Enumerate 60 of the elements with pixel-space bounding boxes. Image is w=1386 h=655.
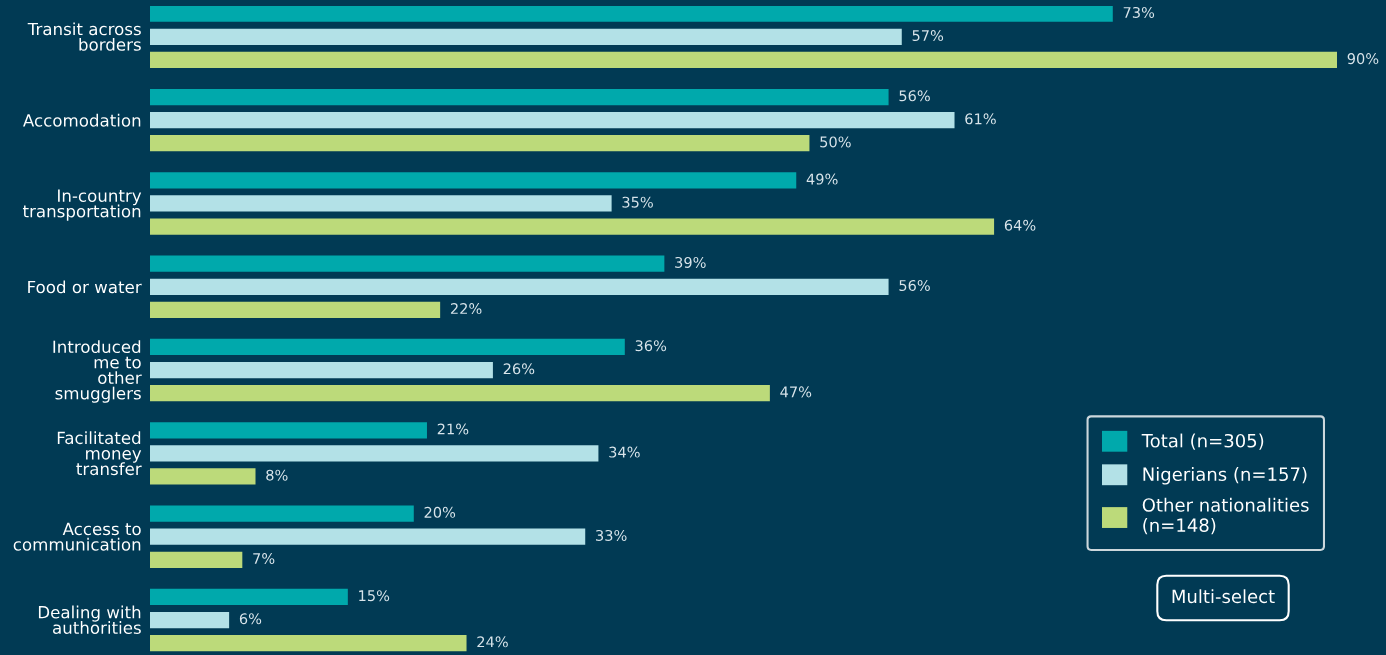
y-tick-label: Transit across borders: [27, 22, 141, 51]
bar: [150, 112, 955, 129]
bar: [150, 195, 612, 212]
bar: [150, 445, 599, 462]
bar: [150, 28, 902, 45]
data-label: 26%: [503, 363, 535, 375]
bar: [150, 361, 493, 379]
data-label: 50%: [820, 136, 851, 148]
y-tick-label: Access to communication: [13, 522, 141, 551]
bar: [150, 301, 441, 318]
data-label: 64%: [1004, 219, 1036, 231]
bar: [150, 385, 770, 402]
bar: [150, 468, 256, 485]
bar: [150, 218, 995, 235]
data-label: 73%: [1123, 6, 1155, 18]
bar: [150, 505, 414, 522]
data-label: 22%: [450, 303, 482, 315]
data-label: 7%: [253, 552, 275, 565]
data-label: 20%: [424, 506, 456, 518]
bar: [150, 551, 243, 568]
data-label: 8%: [266, 469, 288, 481]
data-label: 47%: [780, 386, 812, 398]
data-label: 24%: [477, 636, 508, 648]
legend-label: Nigerians (n=157): [1143, 467, 1307, 485]
data-label: 56%: [899, 279, 930, 291]
bar: [150, 422, 427, 439]
y-tick-label: Dealing with authorities: [38, 605, 141, 635]
bar: [150, 6, 1113, 22]
bar: [150, 634, 467, 652]
data-label: 15%: [359, 590, 390, 602]
annotation: Multi-select: [1172, 589, 1275, 604]
data-label: 21%: [437, 423, 469, 435]
data-label: 57%: [912, 30, 944, 42]
bar: [150, 611, 230, 629]
data-label: 36%: [635, 340, 667, 352]
data-label: 56%: [899, 90, 930, 102]
data-label: 90%: [1347, 53, 1379, 65]
data-label: 49%: [806, 173, 838, 185]
data-label: 33%: [596, 529, 627, 541]
data-label: 35%: [622, 196, 653, 208]
bar: [150, 588, 348, 606]
bar: [150, 51, 1337, 69]
bar: [150, 338, 625, 356]
y-tick-label: Introduced me to other smugglers: [53, 340, 142, 403]
bar: [150, 88, 889, 106]
bar: [150, 135, 810, 152]
y-tick-label: In-country transportation: [22, 189, 142, 221]
data-label: 34%: [609, 446, 640, 458]
y-tick-label: Facilitated money transfer: [57, 431, 142, 476]
legend-label: Other nationalities (n=148): [1142, 497, 1309, 535]
legend-label: Total (n=305): [1141, 433, 1264, 450]
data-label: 39%: [675, 256, 706, 268]
y-tick-label: Food or water: [28, 280, 142, 294]
y-tick-label: Accomodation: [23, 113, 141, 127]
data-label: 6%: [239, 613, 262, 625]
bar: [150, 528, 586, 545]
data-label: 61%: [965, 113, 996, 125]
bar: [150, 255, 665, 272]
bar: [150, 278, 889, 295]
bar: [150, 172, 797, 189]
